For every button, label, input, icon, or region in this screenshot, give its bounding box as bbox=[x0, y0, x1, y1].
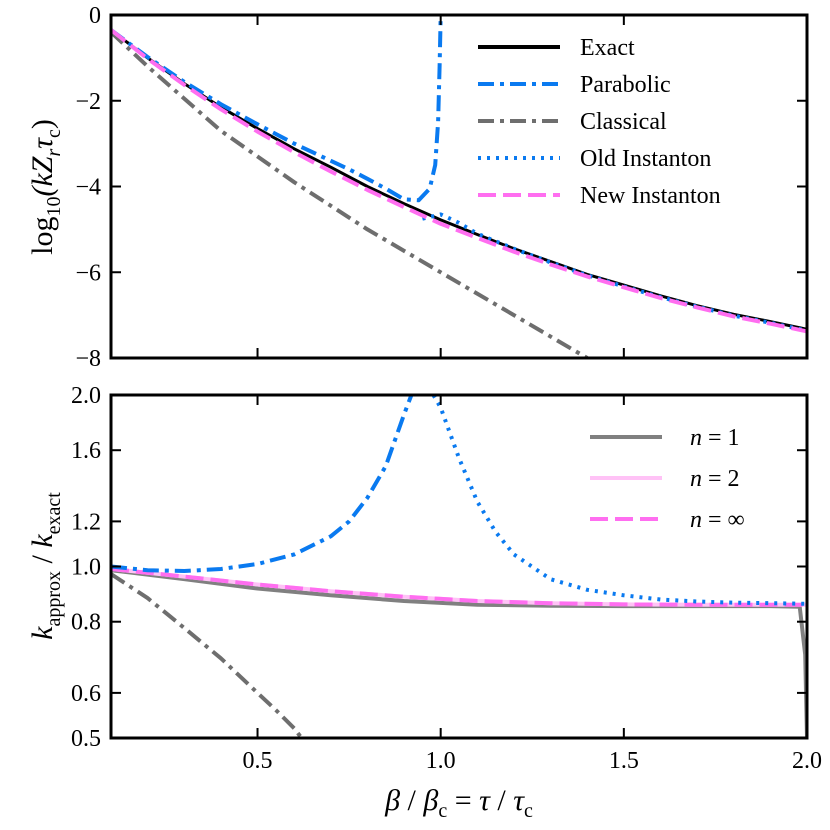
legend-label-exact: Exact bbox=[580, 35, 635, 61]
top-ytick-label: −4 bbox=[75, 175, 101, 201]
bottom-ytick-label: 1.0 bbox=[71, 555, 101, 581]
bottom-ytick-label: 1.6 bbox=[71, 438, 101, 464]
bottom-series-n-2-line bbox=[111, 567, 807, 607]
bottom-ytick-label: 2.0 bbox=[71, 383, 101, 409]
top-axes-frame bbox=[109, 13, 809, 360]
bottom-ytick-label: 1.2 bbox=[71, 509, 101, 535]
bottom-series-parabolic-line bbox=[111, 395, 414, 573]
bottom-axes-frame bbox=[109, 393, 809, 740]
bottom-xtick-label: 1.5 bbox=[609, 748, 639, 774]
legend-label-n-1: n = 1 bbox=[690, 425, 740, 451]
bottom-axis-ticks: 0.5 1.0 1.5 2.0 0.5 0.6 0.8 1.0 1.2 1.6 2.0 bbox=[71, 383, 822, 774]
top-series-classical-line bbox=[111, 30, 589, 358]
legend-label-old-instanton: Old Instanton bbox=[580, 146, 711, 172]
bottom-series-old-instanton-line bbox=[431, 395, 807, 606]
ylabel-tau: τ bbox=[26, 137, 59, 149]
legend-label-new-instanton: New Instanton bbox=[580, 183, 721, 209]
bottom-legend: n = 1 n = 2 n = ∞ bbox=[590, 425, 745, 533]
ylabel-sub-c: c bbox=[43, 129, 65, 138]
bottom-ytick-label: 0.6 bbox=[71, 681, 101, 707]
legend-label-n-2: n = 2 bbox=[690, 466, 740, 492]
bottom-panel: 0.5 1.0 1.5 2.0 0.5 0.6 0.8 1.0 1.2 1.6 2.0 kappro… bbox=[26, 383, 822, 822]
bottom-series-classical-line bbox=[111, 572, 304, 738]
top-ytick-label: −6 bbox=[75, 260, 101, 286]
top-series-new-instanton-line bbox=[111, 28, 807, 334]
top-legend: Exact Parabolic Classical Old Instanton New … bbox=[478, 35, 721, 209]
ylabel-sub-10: 10 bbox=[43, 197, 65, 217]
bottom-x-axis-label: β / βc = τ / τc bbox=[384, 784, 533, 822]
top-ytick-label: 0 bbox=[89, 3, 101, 29]
top-series-old-instanton-line bbox=[421, 212, 807, 333]
bottom-series-lines bbox=[111, 395, 807, 738]
bottom-ytick-label: 0.5 bbox=[71, 726, 101, 752]
bottom-series-n-inf-line bbox=[111, 567, 807, 607]
top-ytick-label: −2 bbox=[75, 89, 101, 115]
bottom-xtick-label: 0.5 bbox=[243, 748, 273, 774]
ylabel-sub-r: r bbox=[43, 149, 65, 157]
legend-label-classical: Classical bbox=[580, 109, 667, 135]
top-series-lines bbox=[111, 15, 807, 358]
bottom-xtick-label: 1.0 bbox=[426, 748, 456, 774]
ylabel-close: ) bbox=[26, 119, 59, 129]
top-panel: 0 −2 −4 −6 −8 log10(kZrτc) Exact Parabolic Cla… bbox=[26, 3, 809, 372]
legend-label-parabolic: Parabolic bbox=[580, 72, 671, 98]
legend-label-n-inf: n = ∞ bbox=[690, 507, 745, 533]
bottom-y-axis-label: kapprox / kexact bbox=[26, 492, 65, 640]
top-ytick-label: −8 bbox=[75, 346, 101, 372]
bottom-xtick-label: 2.0 bbox=[792, 748, 822, 774]
ylabel-kz: (kZ bbox=[26, 156, 59, 196]
top-series-parabolic-line bbox=[111, 15, 443, 203]
top-y-axis-label: log10(kZrτc) bbox=[26, 119, 65, 255]
bottom-ytick-label: 0.8 bbox=[71, 610, 101, 636]
ylabel-log: log bbox=[26, 217, 59, 255]
